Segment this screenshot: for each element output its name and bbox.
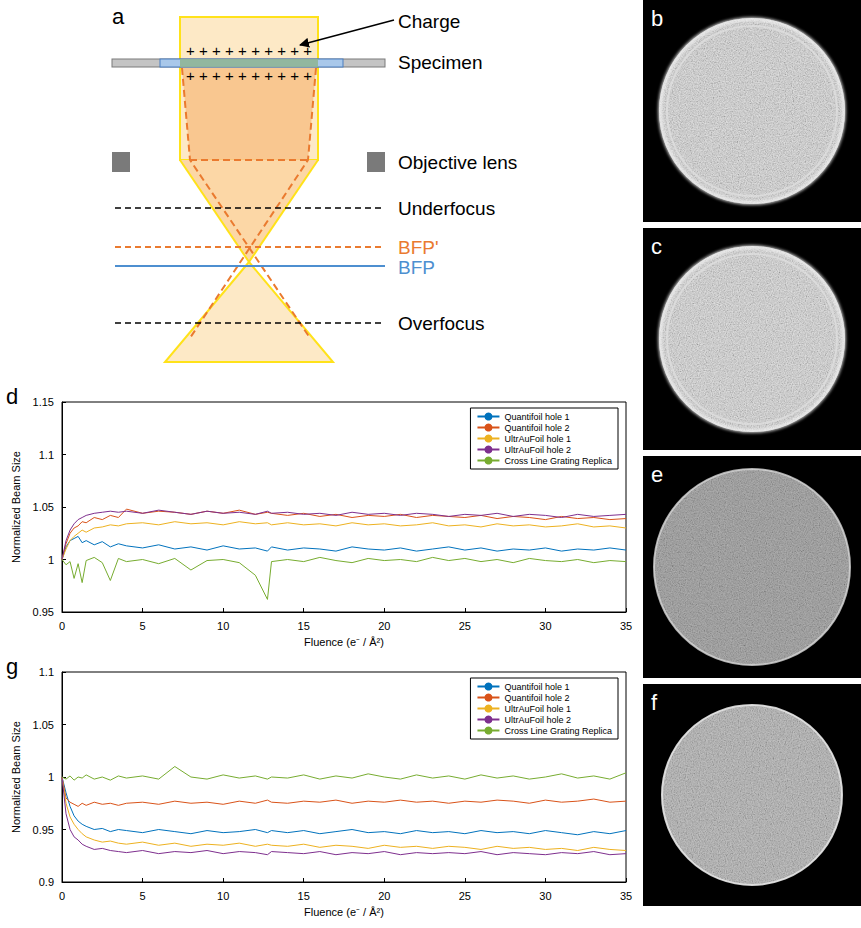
svg-text:Normalized Beam Size: Normalized Beam Size [10, 721, 22, 833]
svg-text:5: 5 [140, 620, 146, 632]
svg-text:Quantifoil hole 1: Quantifoil hole 1 [504, 412, 569, 422]
svg-text:15: 15 [298, 890, 310, 902]
svg-text:30: 30 [539, 620, 551, 632]
svg-text:35: 35 [620, 620, 632, 632]
svg-text:BFP': BFP' [398, 237, 439, 258]
svg-text:Objective lens: Objective lens [398, 152, 517, 173]
svg-text:0.9: 0.9 [39, 876, 54, 888]
html-text:g: g [6, 654, 19, 679]
svg-text:20: 20 [378, 620, 390, 632]
svg-text:UltrAuFoil hole 2: UltrAuFoil hole 2 [504, 445, 571, 455]
svg-text:20: 20 [378, 890, 390, 902]
svg-text:a: a [112, 4, 125, 29]
svg-text:Overfocus: Overfocus [398, 313, 485, 334]
svg-text:Normalized Beam Size: Normalized Beam Size [10, 451, 22, 563]
svg-text:Fluence (e⁻ / Å²): Fluence (e⁻ / Å²) [304, 636, 384, 648]
svg-text:25: 25 [459, 620, 471, 632]
svg-text:b: b [651, 6, 663, 31]
svg-text:Quantifoil hole 1: Quantifoil hole 1 [504, 682, 569, 692]
svg-text:30: 30 [539, 890, 551, 902]
svg-text:Cross Line Grating Replica: Cross Line Grating Replica [504, 726, 612, 736]
svg-text:5: 5 [140, 890, 146, 902]
svg-text:UltrAuFoil hole 1: UltrAuFoil hole 1 [504, 704, 571, 714]
svg-text:25: 25 [459, 890, 471, 902]
svg-text:Quantifoil hole 2: Quantifoil hole 2 [504, 423, 569, 433]
svg-text:0.95: 0.95 [33, 606, 54, 618]
svg-text:35: 35 [620, 890, 632, 902]
svg-text:UltrAuFoil hole 2: UltrAuFoil hole 2 [504, 715, 571, 725]
svg-text:Underfocus: Underfocus [398, 198, 495, 219]
svg-text:++++++++++: ++++++++++ [186, 42, 312, 59]
svg-text:BFP: BFP [398, 257, 435, 278]
svg-text:Quantifoil hole 2: Quantifoil hole 2 [504, 693, 569, 703]
svg-text:10: 10 [217, 620, 229, 632]
svg-text:1.1: 1.1 [39, 666, 54, 678]
svg-text:0: 0 [59, 890, 65, 902]
html-text:d: d [6, 384, 19, 409]
svg-text:f: f [651, 690, 658, 715]
svg-text:1: 1 [48, 771, 54, 783]
svg-text:1.15: 1.15 [33, 396, 54, 408]
svg-text:1: 1 [48, 554, 54, 566]
svg-text:10: 10 [217, 890, 229, 902]
svg-text:0.95: 0.95 [33, 824, 54, 836]
svg-text:e: e [651, 462, 663, 487]
svg-text:0: 0 [59, 620, 65, 632]
svg-text:Fluence (e⁻ / Å²): Fluence (e⁻ / Å²) [304, 906, 384, 918]
svg-text:Cross Line Grating Replica: Cross Line Grating Replica [504, 456, 612, 466]
svg-text:Specimen: Specimen [398, 52, 483, 73]
svg-text:++++++++++: ++++++++++ [186, 67, 312, 84]
svg-text:1.1: 1.1 [39, 449, 54, 461]
svg-text:1.05: 1.05 [33, 501, 54, 513]
svg-text:UltrAuFoil hole 1: UltrAuFoil hole 1 [504, 434, 571, 444]
svg-text:1.05: 1.05 [33, 719, 54, 731]
svg-text:c: c [651, 234, 662, 259]
svg-text:Charge: Charge [398, 11, 460, 32]
svg-text:15: 15 [298, 620, 310, 632]
